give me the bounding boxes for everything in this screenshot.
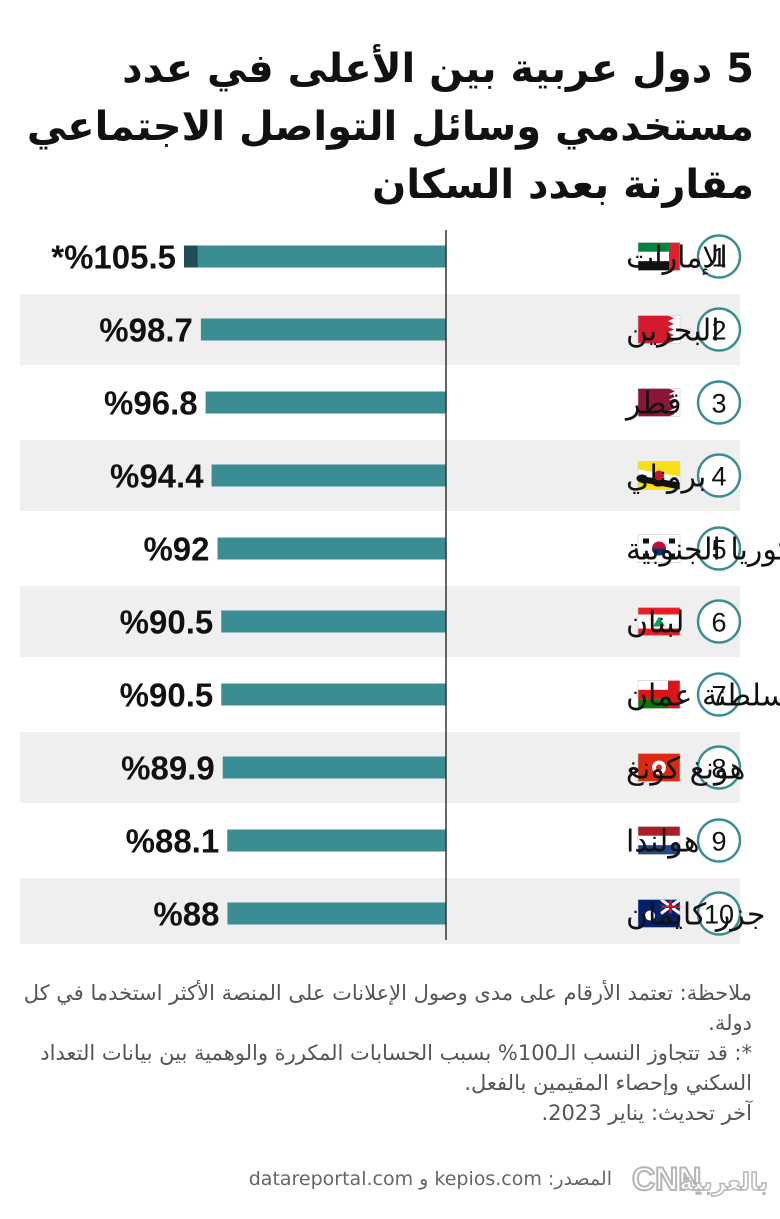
rank-circle	[696, 599, 742, 644]
chart-note: ملاحظة: تعتمد الأرقام على مدى وصول الإعل…	[12, 978, 752, 1128]
bar	[222, 756, 446, 779]
lebanon-flag	[637, 607, 681, 636]
rank-label: 5	[711, 535, 726, 565]
rank-label: 10	[704, 900, 734, 930]
rank-label: 6	[711, 608, 726, 638]
uae-flag	[637, 242, 681, 271]
rank-circle	[696, 380, 742, 425]
value-label: %88.1	[126, 823, 220, 860]
country-label: الإمارات	[626, 241, 728, 276]
oman-flag	[637, 680, 681, 709]
value-label: %92	[143, 531, 209, 568]
rank-label: 4	[711, 462, 726, 492]
value-label: %89.9	[121, 750, 215, 787]
bar	[221, 610, 446, 633]
rank-circle	[696, 891, 742, 936]
country-label: سلطنة عمان	[626, 679, 780, 714]
country-label: البحرين	[626, 314, 720, 349]
rank-circle	[696, 818, 742, 863]
cnn-logo-text: CNN	[632, 1161, 701, 1197]
country-label: هونغ كونغ	[626, 752, 745, 787]
source-text: المصدر: kepios.com و datareportal.com	[248, 1168, 612, 1190]
bar	[227, 829, 446, 852]
bahrain-flag	[637, 315, 681, 344]
cnn-arabic-logo: CNN بالعربية	[631, 1160, 769, 1198]
country-label: بروناي	[626, 460, 706, 495]
note-line-2: *: قد تتجاوز النسب الـ100% بسبب الحسابات…	[40, 1041, 752, 1095]
country-label: لبنان	[626, 606, 684, 641]
value-label: *%105.5	[51, 239, 176, 276]
bar	[200, 318, 446, 341]
rank-circle	[696, 672, 742, 717]
hong-kong-flag	[637, 753, 681, 782]
country-label: هولندا	[626, 825, 700, 860]
bar	[227, 902, 446, 925]
rank-label: 1	[711, 243, 726, 273]
brunei-flag	[637, 461, 681, 490]
bar	[211, 464, 446, 487]
country-label: قطر	[624, 387, 682, 422]
bar-overflow-segment	[184, 245, 198, 268]
bar	[205, 391, 446, 414]
bar	[217, 537, 446, 560]
page-title: 5 دول عربية بين الأعلى في عدد مستخدمي وس…	[26, 46, 754, 208]
netherlands-flag	[637, 826, 681, 855]
country-label: جزر كايمان	[626, 898, 765, 933]
value-label: %94.4	[110, 458, 204, 495]
cayman-islands-flag	[637, 898, 681, 928]
value-label: %96.8	[104, 385, 198, 422]
value-label: %90.5	[120, 604, 214, 641]
rank-circle	[696, 453, 742, 498]
bar	[221, 683, 446, 706]
qatar-flag	[637, 388, 681, 417]
south-korea-flag	[637, 534, 681, 563]
rank-label: 8	[711, 754, 726, 784]
rank-label: 7	[711, 681, 726, 711]
rank-label: 2	[711, 316, 726, 346]
value-label: %98.7	[99, 312, 193, 349]
rank-label: 9	[711, 827, 726, 857]
note-line-1: ملاحظة: تعتمد الأرقام على مدى وصول الإعل…	[23, 981, 752, 1035]
country-label: كوريا الجنوبية	[626, 533, 780, 568]
value-label: %90.5	[120, 677, 214, 714]
rank-circle	[696, 745, 742, 790]
value-label: %88	[153, 896, 219, 933]
bar	[184, 245, 446, 268]
rank-label: 3	[711, 389, 726, 419]
arabic-logo-text: بالعربية	[679, 1168, 768, 1196]
rank-circle	[696, 526, 742, 571]
rank-circle	[696, 234, 742, 279]
rank-circle	[696, 307, 742, 352]
note-line-3: آخر تحديث: يناير 2023.	[541, 1101, 752, 1125]
